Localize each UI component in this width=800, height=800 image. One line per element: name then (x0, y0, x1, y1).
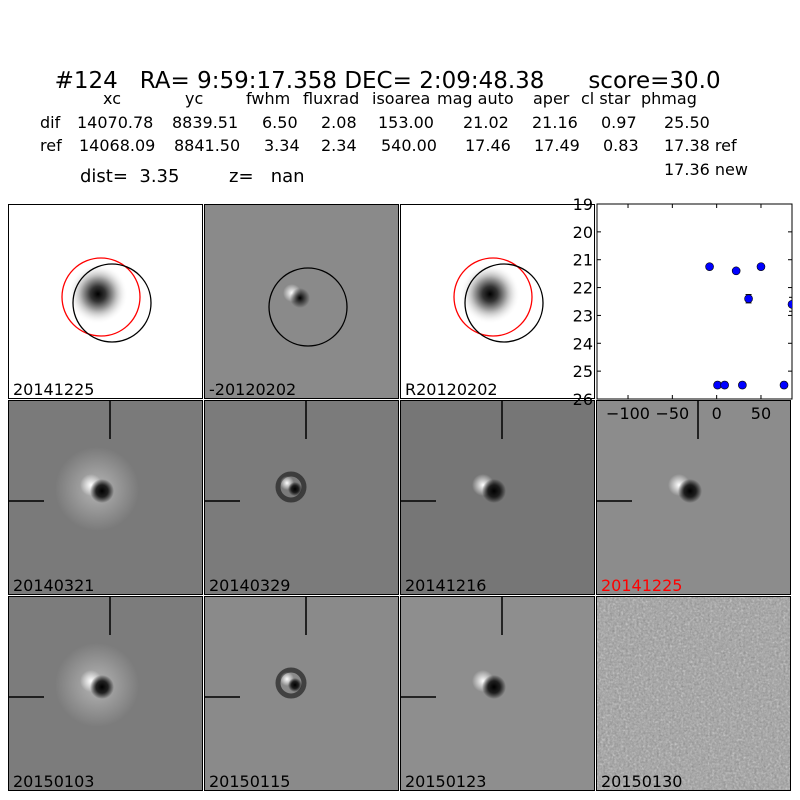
stamp-image (9, 401, 202, 594)
candidate-id: #124 (54, 68, 118, 94)
detection-circle (72, 263, 152, 343)
x-tick-label: −100 (606, 404, 650, 423)
stamp-date-label: 20141225 (601, 576, 683, 595)
stamp-11: 20150130 (596, 596, 791, 791)
stamp-image (401, 401, 594, 594)
y-tick-label: 26 (573, 390, 593, 409)
ref-phmag: 17.38 ref (664, 136, 737, 155)
data-point (731, 266, 741, 276)
dif-mag-auto: 21.02 (463, 113, 509, 132)
stamp-image (597, 597, 790, 790)
y-tick-label: 23 (573, 306, 593, 325)
stamp-date-label: 20140321 (13, 576, 95, 595)
dif-xc: 14070.78 (77, 113, 154, 132)
ref-yc: 8841.50 (174, 136, 241, 155)
plot-frame (596, 203, 793, 400)
stamp-image (401, 597, 594, 790)
ref-aper: 17.49 (534, 136, 580, 155)
col-yc: yc (185, 89, 204, 108)
dif-fwhm: 6.50 (262, 113, 298, 132)
data-point (779, 380, 789, 390)
dec-label: DEC= (344, 68, 412, 94)
stamp-image (205, 597, 398, 790)
data-point (738, 380, 747, 390)
stamp-1: 20141225 (8, 204, 203, 399)
detection-circle (268, 267, 348, 347)
stamp-image (205, 401, 398, 594)
dist-value: dist= 3.35 (80, 166, 180, 187)
col-isoarea: isoarea (372, 89, 431, 108)
stamp-image (401, 205, 594, 398)
ref-fluxrad: 2.34 (321, 136, 357, 155)
score-value: score=30.0 (588, 68, 721, 94)
col-phmag: phmag (641, 89, 697, 108)
detection-circle (464, 263, 544, 343)
ref-cl-star: 0.83 (603, 136, 639, 155)
stamp-10: 20150123 (400, 596, 595, 791)
stamp-date-label: 20140329 (209, 576, 291, 595)
stamp-image (9, 205, 202, 398)
candidate-title: #124 RA= 9:59:17.358 DEC= 2:09:48.38 sco… (40, 42, 721, 94)
dif-phmag: 25.50 (664, 113, 710, 132)
stamp-3: R20120202 (400, 204, 595, 399)
stamp-date-label: 20141216 (405, 576, 487, 595)
data-point (787, 299, 792, 309)
dif-cl-star: 0.97 (601, 113, 637, 132)
redshift-value: z= nan (229, 166, 305, 187)
reference-circle (453, 257, 533, 337)
new-phmag: 17.36 new (664, 160, 748, 179)
col-xc: xc (103, 89, 121, 108)
data-point (720, 380, 729, 390)
col-cl-star: cl star (581, 89, 631, 108)
y-tick-label: 21 (573, 251, 593, 270)
y-tick-label: 19 (573, 195, 593, 214)
stamp-date-label: 20150103 (13, 772, 95, 791)
stamp-date-label: -20120202 (209, 380, 297, 399)
y-tick-label: 22 (573, 279, 593, 298)
y-tick-label: 20 (573, 223, 593, 242)
x-tick-label: −50 (655, 404, 689, 423)
data-point (744, 294, 753, 304)
stamp-date-label: 20150123 (405, 772, 487, 791)
dif-yc: 8839.51 (172, 113, 239, 132)
dif-row-label: dif (40, 113, 61, 132)
stamp-image (205, 205, 398, 398)
col-mag-auto: mag auto (437, 89, 514, 108)
ref-fwhm: 3.34 (264, 136, 300, 155)
ref-xc: 14068.09 (79, 136, 156, 155)
stamp-date-label: 20150130 (601, 772, 683, 791)
col-fwhm: fwhm (246, 89, 291, 108)
stamp-9: 20150115 (204, 596, 399, 791)
stamp-4: 20140321 (8, 400, 203, 595)
ref-row-label: ref (40, 136, 62, 155)
stamp-8: 20150103 (8, 596, 203, 791)
ra-label: RA= (139, 68, 190, 94)
stamp-image (597, 401, 790, 594)
stamp-7: 20141225 (596, 400, 791, 595)
y-tick-label: 25 (573, 362, 593, 381)
x-tick-label: 50 (751, 404, 771, 423)
data-point (705, 262, 714, 271)
x-tick-label: 0 (712, 404, 722, 423)
stamp-date-label: 20150115 (209, 772, 291, 791)
stamp-5: 20140329 (204, 400, 399, 595)
stamp-6: 20141216 (400, 400, 595, 595)
dif-aper: 21.16 (532, 113, 578, 132)
dif-isoarea: 153.00 (378, 113, 434, 132)
stamp-date-label: R20120202 (405, 380, 498, 399)
ra-value: 9:59:17.358 (197, 68, 337, 94)
ref-mag-auto: 17.46 (465, 136, 511, 155)
y-tick-label: 24 (573, 334, 593, 353)
reference-circle (61, 257, 141, 337)
dec-value: 2:09:48.38 (419, 68, 545, 94)
stamp-2: -20120202 (204, 204, 399, 399)
col-fluxrad: fluxrad (303, 89, 360, 108)
stamp-image (9, 597, 202, 790)
dif-fluxrad: 2.08 (321, 113, 357, 132)
stamp-date-label: 20141225 (13, 380, 95, 399)
ref-isoarea: 540.00 (381, 136, 437, 155)
col-aper: aper (533, 89, 570, 108)
data-point (756, 262, 766, 271)
